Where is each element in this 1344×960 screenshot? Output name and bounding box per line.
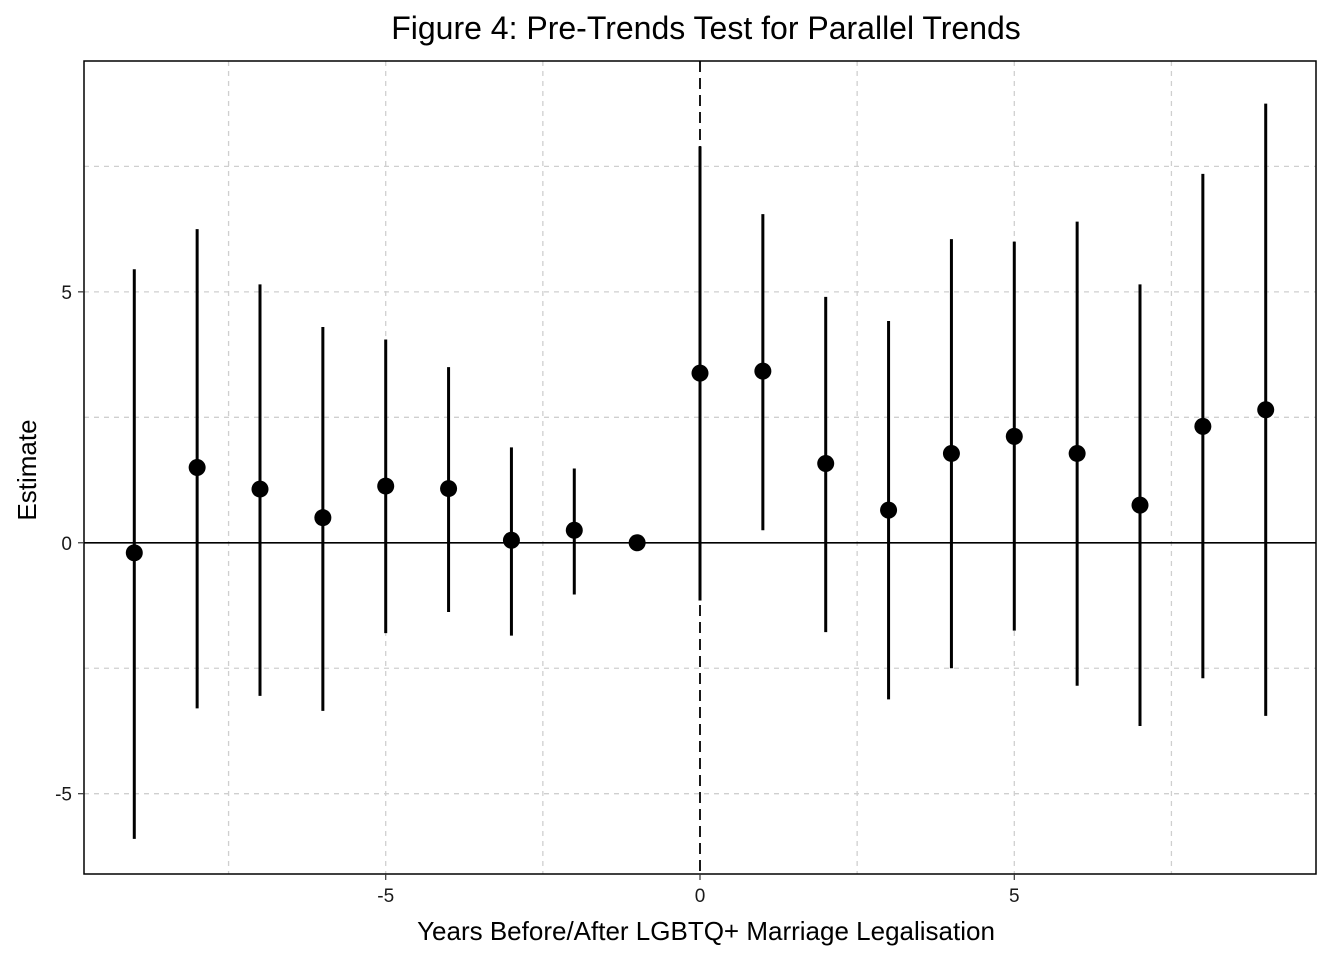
- estimate-point: [1194, 417, 1212, 435]
- chart-title: Figure 4: Pre-Trends Test for Parallel T…: [391, 10, 1021, 46]
- x-tick-label: 5: [1009, 886, 1020, 907]
- estimate-point: [1005, 427, 1023, 445]
- estimate-point: [754, 362, 772, 380]
- estimate-point: [691, 364, 709, 382]
- y-tick-label: 5: [61, 283, 72, 304]
- x-axis-title: Years Before/After LGBTQ+ Marriage Legal…: [417, 916, 995, 946]
- x-axis-ticks: -5 0 5: [377, 874, 1020, 907]
- estimate-point: [628, 534, 646, 552]
- y-axis-ticks: -5 0 5: [55, 283, 84, 806]
- estimate-point: [1131, 496, 1149, 514]
- y-tick-label: -5: [55, 785, 72, 806]
- estimate-point: [377, 477, 395, 495]
- estimate-point: [440, 480, 458, 498]
- estimate-point: [565, 521, 583, 539]
- estimate-point: [502, 531, 520, 549]
- point-estimates: [125, 362, 1275, 562]
- estimate-point: [942, 444, 960, 462]
- estimate-point: [188, 459, 206, 476]
- estimate-point: [817, 454, 835, 472]
- x-tick-label: 0: [695, 886, 706, 907]
- estimate-point: [125, 544, 143, 562]
- y-tick-label: 0: [61, 534, 72, 555]
- x-tick-label: -5: [377, 886, 394, 907]
- estimate-point: [1257, 401, 1275, 419]
- estimate-point: [314, 509, 332, 527]
- estimate-point: [251, 480, 269, 498]
- estimate-point: [880, 501, 898, 519]
- y-axis-title: Estimate: [12, 419, 42, 520]
- estimate-point: [1068, 444, 1086, 462]
